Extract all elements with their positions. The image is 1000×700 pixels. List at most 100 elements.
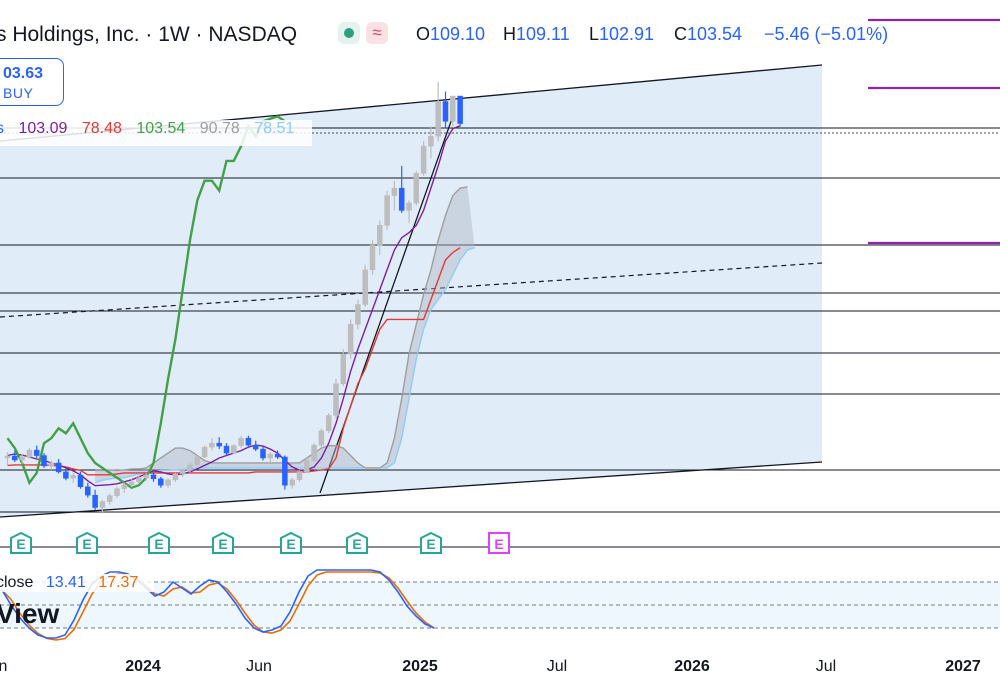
- ohlc-high: H109.11: [503, 24, 570, 44]
- candle-body: [77, 475, 84, 487]
- candle-body: [318, 430, 325, 446]
- candle-body: [442, 101, 449, 122]
- candle-body: [377, 225, 383, 246]
- candle-body: [209, 442, 215, 448]
- legend-conversion-value: 103.09: [18, 120, 68, 137]
- ohlc-open: O109.10: [416, 24, 486, 44]
- earnings-marker-upcoming[interactable]: E: [488, 532, 510, 554]
- candle-body: [325, 415, 332, 432]
- indicator-legend[interactable]: s 103.09 78.48 103.54 90.78 78.51: [0, 120, 313, 146]
- candle-body: [136, 477, 142, 483]
- candle-body: [26, 449, 33, 458]
- legend-lagging-value: 103.54: [136, 120, 186, 137]
- stochastic-legend[interactable]: close 13.41 17.37: [0, 574, 155, 592]
- candle-body: [41, 455, 47, 467]
- candle-body: [128, 481, 135, 485]
- stoch-source-label: close: [0, 574, 34, 591]
- candle-body: [282, 456, 288, 486]
- candle-body: [420, 145, 427, 174]
- x-tick-label: Jul: [546, 658, 568, 675]
- x-tick-label: 2027: [945, 658, 981, 675]
- candle-body: [121, 484, 128, 489]
- candle-body: [150, 474, 157, 480]
- candle-body: [252, 444, 259, 450]
- ohlc-close: C103.54: [674, 24, 743, 44]
- candle-body: [413, 173, 420, 204]
- candles-layer: [4, 81, 463, 514]
- earnings-marker[interactable]: E: [148, 532, 170, 554]
- candle-body: [340, 353, 347, 384]
- candle-body: [143, 474, 149, 479]
- candle-body: [391, 187, 398, 196]
- legend-gear-icon[interactable]: s: [0, 120, 4, 137]
- candle-body: [435, 101, 441, 137]
- candle-body: [48, 462, 55, 467]
- candle-body: [384, 195, 390, 226]
- buy-price-button[interactable]: 03.63 BUY: [0, 58, 64, 106]
- candle-body: [267, 453, 274, 459]
- data-wave-icon[interactable]: ≈: [366, 22, 388, 44]
- chart-header: s Holdings, Inc. · 1W · NASDAQ ≈ O109.10…: [0, 22, 1000, 52]
- earnings-marker[interactable]: E: [420, 532, 442, 554]
- legend-base-value: 78.48: [81, 120, 122, 137]
- candle-body: [223, 445, 230, 454]
- candle-body: [231, 445, 237, 454]
- candle-body: [55, 462, 62, 473]
- candle-body: [428, 135, 434, 147]
- candle-body: [4, 455, 11, 459]
- legend-span-b-value: 90.78: [199, 120, 240, 137]
- stoch-k-line: [1, 569, 435, 639]
- candle-body: [296, 471, 303, 481]
- x-tick-label: Jul: [815, 658, 837, 675]
- candle-body: [333, 383, 339, 416]
- x-tick-label: Jun: [246, 658, 272, 675]
- watermark-logo: View: [0, 598, 60, 629]
- earnings-marker[interactable]: E: [346, 532, 368, 554]
- earnings-marker[interactable]: E: [212, 532, 234, 554]
- symbol-title[interactable]: s Holdings, Inc. · 1W · NASDAQ: [0, 23, 298, 46]
- candle-body: [398, 187, 405, 211]
- candle-body: [201, 446, 208, 458]
- buy-label: BUY: [3, 85, 34, 101]
- x-tick-label: n: [0, 658, 8, 675]
- market-status-icon[interactable]: [338, 22, 360, 44]
- candle-body: [114, 488, 120, 496]
- candle-body: [165, 479, 171, 486]
- candle-body: [274, 453, 281, 458]
- candle-body: [289, 479, 295, 486]
- candle-body: [172, 473, 179, 481]
- x-tick-label: 2024: [125, 658, 161, 675]
- candle-body: [70, 475, 76, 479]
- candle-body: [369, 244, 376, 271]
- stochastic-pane: [0, 569, 1000, 641]
- candle-body: [12, 455, 18, 461]
- x-tick-label: 2026: [674, 658, 710, 675]
- candle-body: [347, 324, 354, 355]
- candle-body: [245, 437, 252, 446]
- candle-body: [19, 456, 25, 461]
- ohlc-low: L102.91: [589, 24, 655, 44]
- candle-body: [194, 456, 201, 466]
- earnings-marker[interactable]: E: [280, 532, 302, 554]
- earnings-marker[interactable]: E: [10, 532, 32, 554]
- candle-body: [238, 437, 244, 446]
- candle-body: [85, 486, 91, 496]
- earnings-marker[interactable]: E: [76, 532, 98, 554]
- channel-lower-line: [0, 461, 823, 518]
- candle-body: [33, 449, 40, 456]
- candle-body: [355, 304, 361, 325]
- candle-body: [362, 269, 368, 305]
- channel-mid-line: [0, 262, 823, 318]
- buy-price: 03.63: [3, 65, 44, 82]
- candle-body: [106, 495, 113, 502]
- stoch-k-value: 13.41: [45, 574, 86, 591]
- candle-body: [99, 501, 106, 508]
- candle-body: [260, 448, 266, 459]
- candle-body: [92, 494, 98, 508]
- candle-body: [406, 202, 412, 211]
- base-line: [7, 247, 461, 476]
- candle-body: [187, 464, 193, 471]
- ohlc-change: −5.46 (−5.01%): [764, 24, 889, 44]
